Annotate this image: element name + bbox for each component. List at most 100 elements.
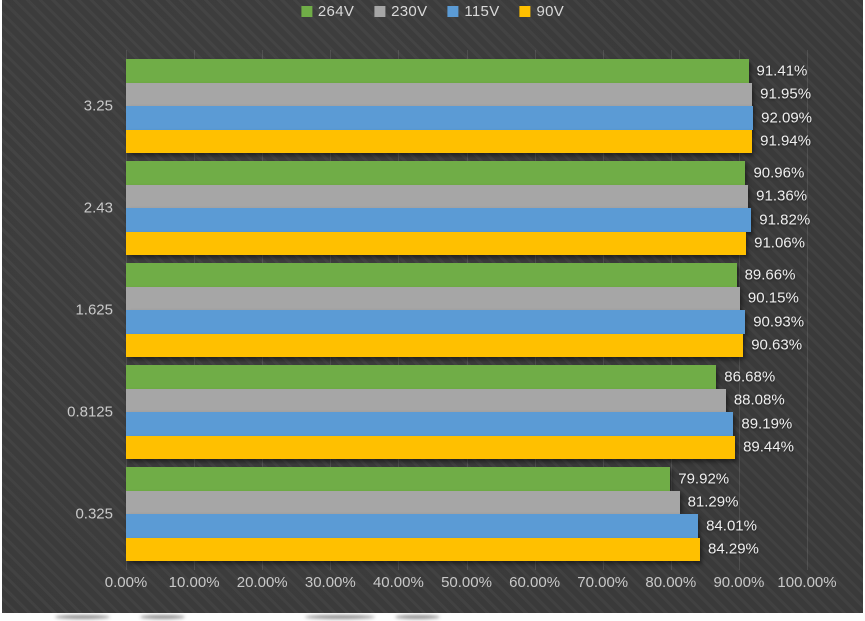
bar-230v-2.43 (126, 184, 749, 208)
data-label: 84.01% (706, 517, 757, 535)
bar-90v-2.43 (126, 231, 747, 255)
x-axis-tick-label: 30.00% (304, 574, 356, 591)
bar-group-0.325: 79.92% 81.29% 84.01% 84.29% (126, 463, 807, 565)
shadow-smudge (55, 615, 110, 619)
bar-230v-1.625 (126, 286, 740, 310)
data-label: 89.66% (744, 266, 796, 284)
data-label: 79.92% (678, 470, 730, 488)
bar-90v-3.25 (126, 129, 753, 153)
data-label: 91.82% (759, 211, 811, 229)
x-axis-tick-label: 60.00% (509, 574, 561, 591)
x-axis-tick-label: 80.00% (645, 574, 697, 591)
data-label: 90.63% (751, 336, 803, 354)
bar-row: 79.92% (126, 467, 807, 491)
bar-row: 86.68% (126, 365, 807, 389)
bar-row: 90.93% (126, 310, 807, 334)
bar-group-1.625: 89.66% 90.15% 90.93% 90.63% (126, 259, 807, 361)
data-label: 88.08% (733, 391, 785, 409)
x-axis-tick-label: 40.00% (372, 574, 424, 591)
shadow-smudge (140, 615, 185, 619)
y-axis-category-label: 0.8125 (67, 403, 113, 421)
bar-90v-0.8125 (126, 435, 736, 459)
data-label: 91.06% (754, 234, 805, 252)
bar-264v-0.325 (126, 467, 671, 491)
bar-230v-3.25 (126, 82, 753, 106)
bar-row: 92.09% (126, 106, 812, 130)
x-axis-tick-label: 90.00% (713, 574, 765, 591)
photo-edge-strip (0, 613, 865, 621)
legend-marker-icon (300, 6, 312, 17)
bar-115v-0.325 (126, 514, 699, 538)
bar-row: 91.82% (126, 208, 811, 232)
bar-row: 90.96% (126, 161, 807, 185)
bar-row: 91.95% (126, 82, 811, 106)
data-label: 90.15% (747, 289, 799, 307)
legend-item-90v: 90V (519, 3, 565, 20)
y-axis-category-label: 1.625 (75, 301, 113, 319)
legend-marker-icon (447, 6, 459, 17)
bar-group-0.8125: 86.68% 88.08% 89.19% 89.44% (126, 361, 807, 463)
data-label: 92.09% (761, 109, 812, 127)
bar-90v-0.325 (126, 537, 700, 561)
data-label: 81.29% (687, 493, 739, 511)
legend-marker-icon (519, 6, 531, 17)
data-label: 84.29% (708, 540, 759, 558)
data-label: 86.68% (724, 368, 776, 386)
bar-row: 91.36% (126, 184, 808, 208)
bar-264v-2.43 (126, 161, 746, 185)
bar-90v-1.625 (126, 333, 744, 357)
shadow-smudge (395, 615, 440, 619)
data-label: 91.94% (760, 132, 811, 150)
bar-group-3.25: 91.41% 91.95% 92.09% 91.94% (126, 55, 812, 157)
bar-115v-1.625 (126, 310, 746, 334)
bar-row: 90.63% (126, 333, 807, 357)
y-axis-category-label: 2.43 (83, 199, 113, 217)
bar-115v-2.43 (126, 208, 752, 232)
gridline (807, 50, 808, 570)
bar-row: 84.29% (126, 537, 807, 561)
bar-230v-0.8125 (126, 388, 726, 412)
legend-marker-icon (374, 6, 386, 17)
bar-row: 91.06% (126, 231, 807, 255)
bar-264v-0.8125 (126, 365, 717, 389)
data-label: 91.41% (756, 62, 808, 80)
bar-row: 84.01% (126, 514, 807, 538)
bar-264v-3.25 (126, 59, 749, 83)
y-axis-category-label: 0.325 (75, 505, 113, 523)
bar-row: 81.29% (126, 490, 807, 514)
bar-264v-1.625 (126, 263, 737, 287)
data-label: 90.93% (753, 313, 805, 331)
legend-item-115v: 115V (447, 3, 499, 20)
data-label: 89.19% (741, 415, 793, 433)
bar-row: 89.66% (126, 263, 807, 287)
data-label: 89.44% (743, 438, 794, 456)
bar-group-2.43: 90.96% 91.36% 91.82% 91.06% (126, 157, 811, 259)
bar-row: 91.41% (126, 59, 807, 83)
bar-row: 89.44% (126, 435, 807, 459)
bar-230v-0.325 (126, 490, 680, 514)
data-label: 90.96% (753, 164, 805, 182)
legend-item-230v: 230V (374, 3, 427, 20)
legend-label: 90V (536, 3, 565, 20)
x-axis-tick-label: 20.00% (236, 574, 288, 591)
x-axis-tick-label: 0.00% (104, 574, 148, 591)
x-axis-tick-label: 10.00% (168, 574, 220, 591)
legend-label: 230V (391, 3, 428, 20)
bar-row: 88.08% (126, 388, 807, 412)
x-axis-tick-label: 100.00% (777, 574, 837, 591)
x-axis-tick-label: 70.00% (577, 574, 629, 591)
bar-row: 90.15% (126, 286, 807, 310)
plot-area: 0.00% 10.00% 20.00% 30.00% 40.00% 50.00% 60.00… (67, 50, 837, 591)
shadow-smudge (305, 615, 375, 619)
legend-item-264v: 264V (300, 3, 355, 20)
legend-label: 264V (317, 3, 355, 20)
bar-row: 89.19% (126, 412, 807, 436)
data-label: 91.95% (760, 85, 812, 103)
bar-row: 91.94% (126, 129, 811, 153)
data-label: 91.36% (756, 187, 808, 205)
x-axis-tick-label: 50.00% (441, 574, 492, 591)
bar-115v-0.8125 (126, 412, 734, 436)
legend: 264V 230V 115V 90V (300, 3, 565, 20)
